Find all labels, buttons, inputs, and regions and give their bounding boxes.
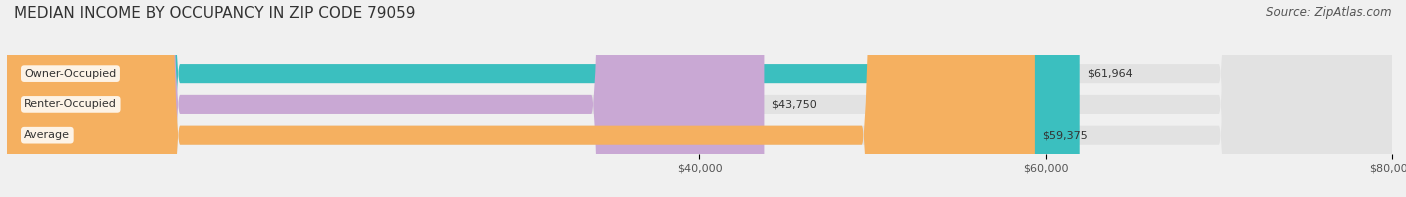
Text: $61,964: $61,964 [1087,69,1132,79]
Text: Average: Average [24,130,70,140]
FancyBboxPatch shape [7,0,1392,197]
Text: $59,375: $59,375 [1042,130,1088,140]
Text: Renter-Occupied: Renter-Occupied [24,99,117,109]
FancyBboxPatch shape [7,0,1080,197]
Text: Source: ZipAtlas.com: Source: ZipAtlas.com [1267,6,1392,19]
Text: Owner-Occupied: Owner-Occupied [24,69,117,79]
FancyBboxPatch shape [7,0,765,197]
Text: MEDIAN INCOME BY OCCUPANCY IN ZIP CODE 79059: MEDIAN INCOME BY OCCUPANCY IN ZIP CODE 7… [14,6,416,21]
Text: $43,750: $43,750 [772,99,817,109]
FancyBboxPatch shape [7,0,1392,197]
FancyBboxPatch shape [7,0,1035,197]
FancyBboxPatch shape [7,0,1392,197]
